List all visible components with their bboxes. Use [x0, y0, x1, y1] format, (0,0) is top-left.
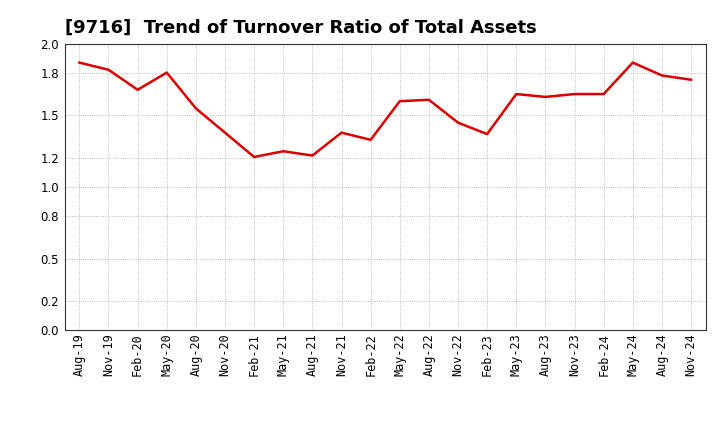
Text: [9716]  Trend of Turnover Ratio of Total Assets: [9716] Trend of Turnover Ratio of Total … — [65, 19, 536, 37]
